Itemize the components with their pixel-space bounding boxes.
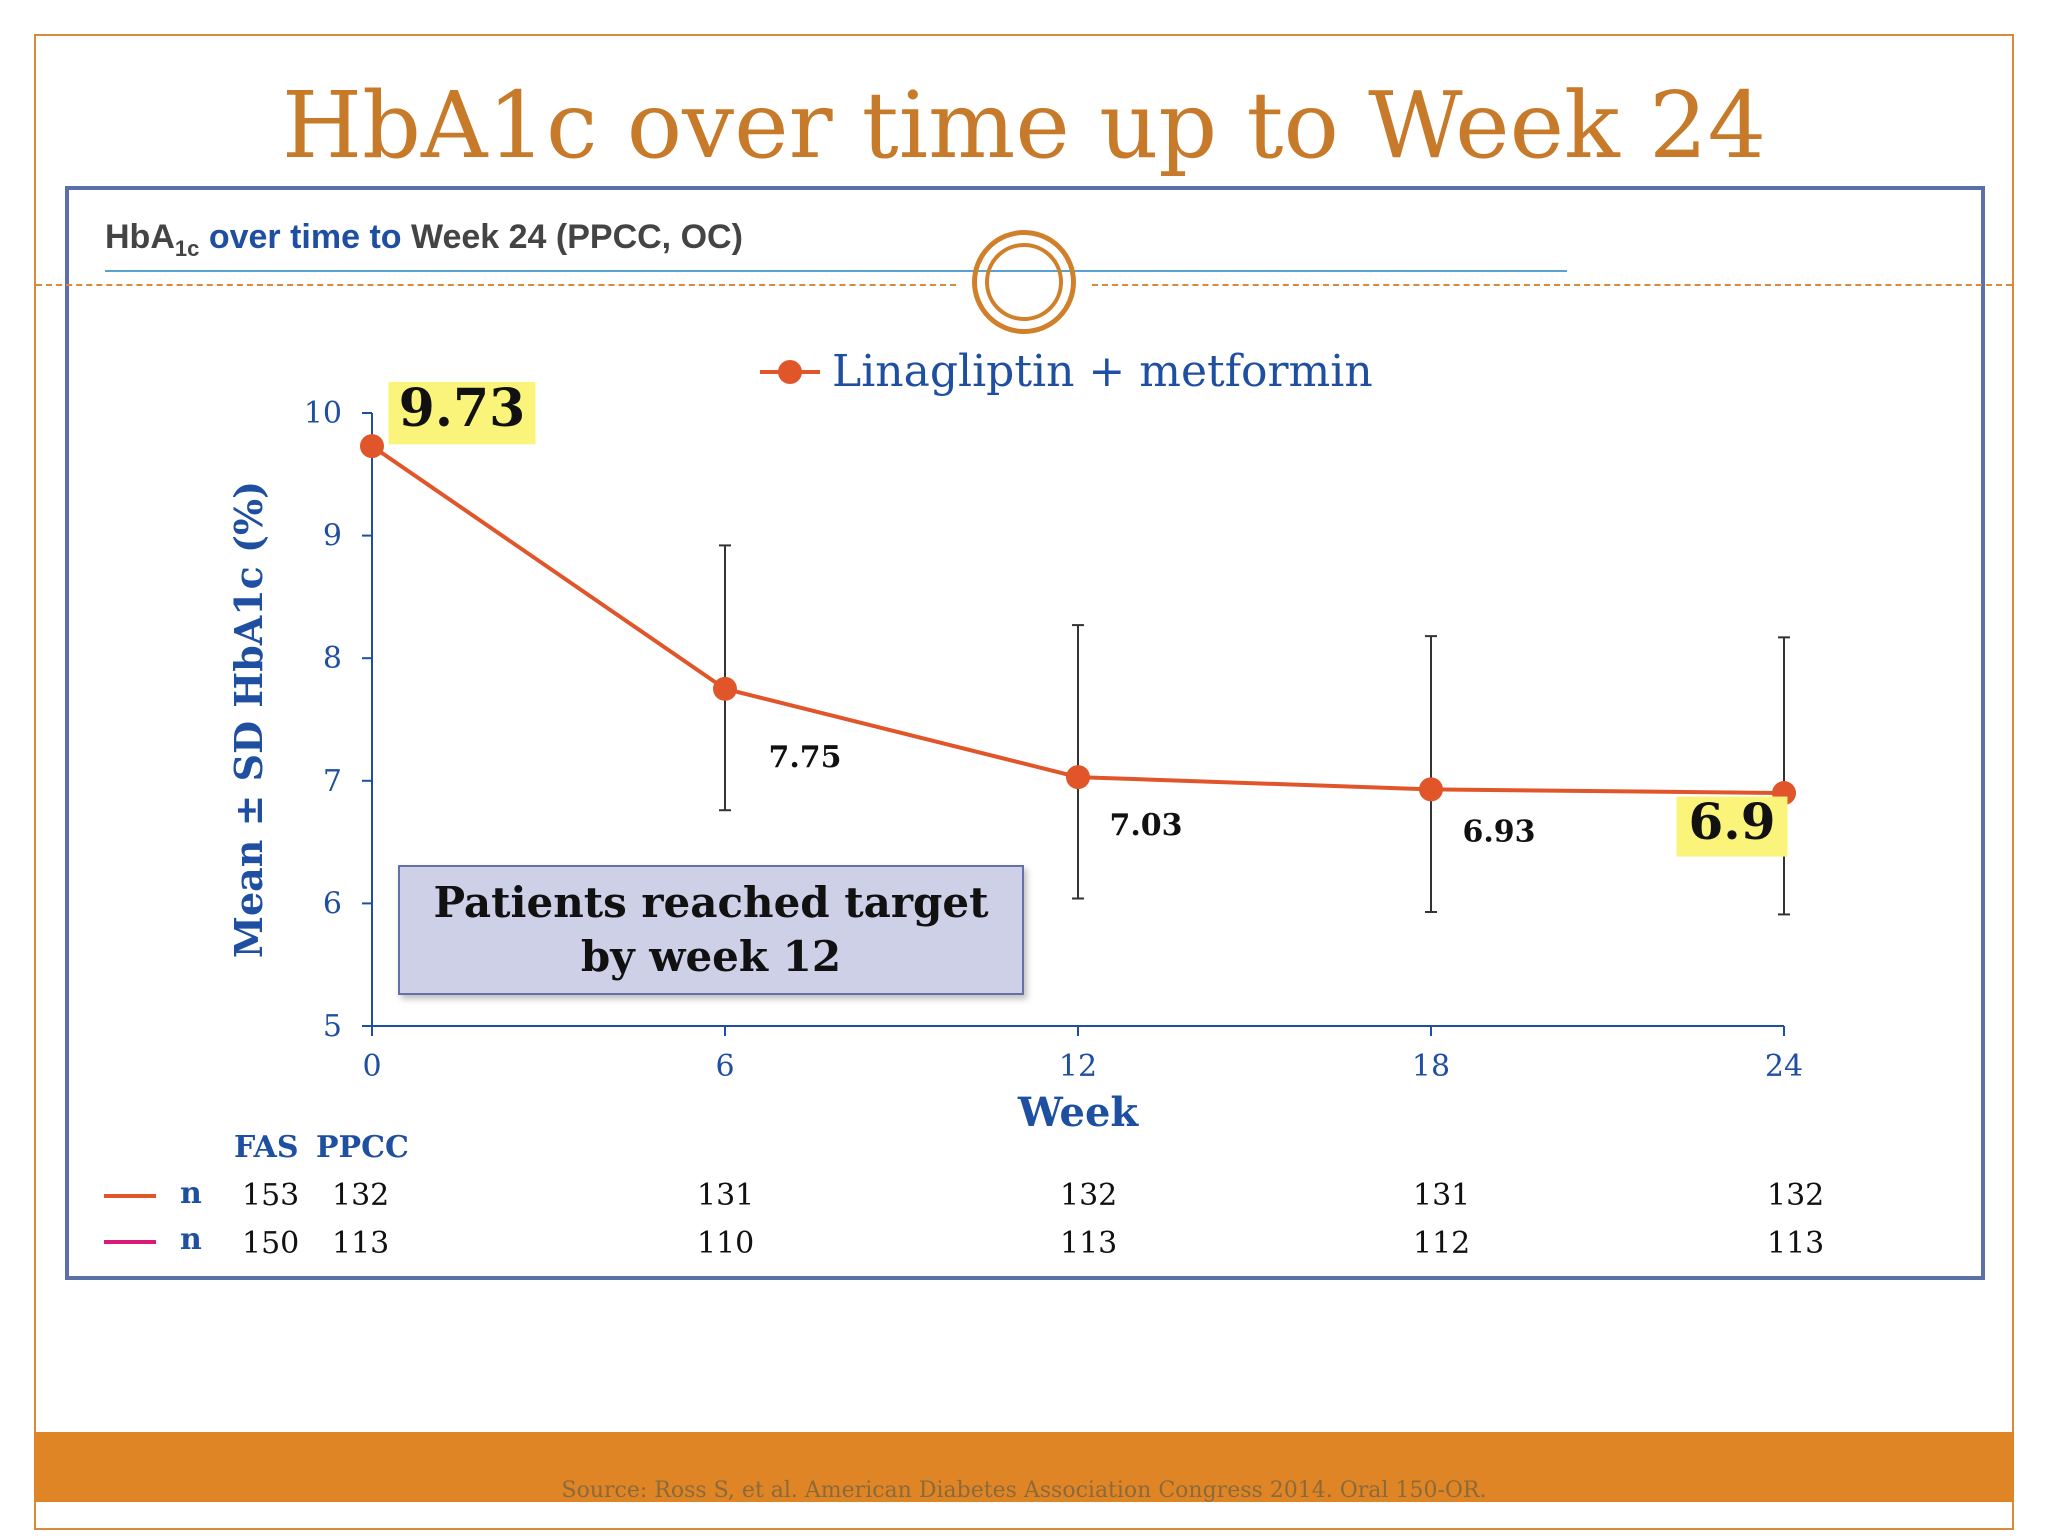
decorative-ring-icon — [972, 230, 1076, 334]
y-tick-label: 5 — [323, 1009, 342, 1044]
subtitle-over-time: over time to — [199, 218, 411, 256]
n-header-fas: FAS — [234, 1130, 299, 1165]
n-row2-week0: 113 — [332, 1226, 390, 1261]
x-tick-label: 6 — [715, 1049, 734, 1084]
callout-text: Patients reached target by week 12 — [433, 878, 989, 981]
n-row1-week6: 131 — [697, 1178, 755, 1213]
n-row1-fas: 153 — [242, 1178, 300, 1213]
n-row1-week18: 131 — [1413, 1178, 1471, 1213]
chart-panel — [65, 186, 1985, 1280]
n-row2-week24: 113 — [1767, 1226, 1825, 1261]
y-tick-label: 7 — [323, 764, 342, 799]
n-row2-legend-line — [104, 1240, 156, 1244]
subtitle-hba: HbA — [105, 218, 175, 256]
n-row1-week12: 132 — [1060, 1178, 1118, 1213]
subtitle-week: Week 24 (PPCC, OC) — [410, 218, 743, 256]
n-row1-legend-line — [104, 1194, 156, 1198]
slide-title: HbA1c over time up to Week 24 — [281, 72, 1767, 179]
x-axis-label: Week — [1017, 1089, 1140, 1136]
footer-band — [34, 1432, 2014, 1502]
data-point — [360, 434, 384, 459]
data-label: 7.03 — [1109, 808, 1182, 843]
data-point — [1066, 765, 1090, 790]
slide-frame — [34, 34, 2014, 1530]
n-row2-fas: 150 — [242, 1226, 300, 1261]
subtitle-rule — [105, 270, 1567, 272]
panel-subtitle: HbA1c over time to Week 24 (PPCC, OC) — [105, 218, 743, 262]
data-label: 6.93 — [1462, 814, 1535, 849]
n-row2-week6: 110 — [697, 1226, 755, 1261]
data-label: 6.9 — [1689, 792, 1776, 851]
n-row2-label: n — [180, 1222, 202, 1257]
data-label-highlight — [1676, 796, 1788, 857]
data-point — [713, 676, 737, 701]
n-header-ppcc: PPCC — [316, 1130, 409, 1165]
n-row1-week24: 132 — [1767, 1178, 1825, 1213]
n-row1-label: n — [180, 1176, 202, 1211]
dashed-divider-left — [36, 284, 956, 286]
n-row2-week12: 113 — [1060, 1226, 1118, 1261]
x-tick-label: 18 — [1412, 1049, 1450, 1084]
source-citation: Source: Ross S, et al. American Diabetes… — [561, 1478, 1487, 1503]
n-row2-week18: 112 — [1413, 1226, 1471, 1261]
x-tick-label: 0 — [362, 1049, 381, 1084]
y-tick-label: 6 — [323, 886, 342, 921]
y-axis-label: Mean ± SD HbA1c (%) — [226, 481, 271, 958]
legend-marker — [778, 360, 802, 384]
callout-box: Patients reached target by week 12 — [398, 865, 1024, 995]
y-tick-label: 9 — [323, 519, 342, 554]
dashed-divider-right — [1092, 284, 2012, 286]
subtitle-subscript: 1c — [174, 235, 200, 261]
legend-label: Linagliptin + metformin — [832, 346, 1373, 397]
data-label: 7.75 — [768, 740, 841, 775]
data-label: 9.73 — [399, 378, 526, 439]
data-point — [1419, 777, 1443, 802]
x-tick-label: 24 — [1765, 1049, 1803, 1084]
y-tick-label: 8 — [323, 641, 342, 676]
line-chart: 5 6 7 8 9 10 0 6 12 18 24 Week Mean ± SD HbA1c (%) 9.… — [226, 346, 1803, 1136]
n-row1-week0: 132 — [332, 1178, 390, 1213]
x-tick-label: 12 — [1059, 1049, 1097, 1084]
data-label-highlight — [388, 381, 536, 445]
y-tick-label: 10 — [304, 396, 342, 431]
